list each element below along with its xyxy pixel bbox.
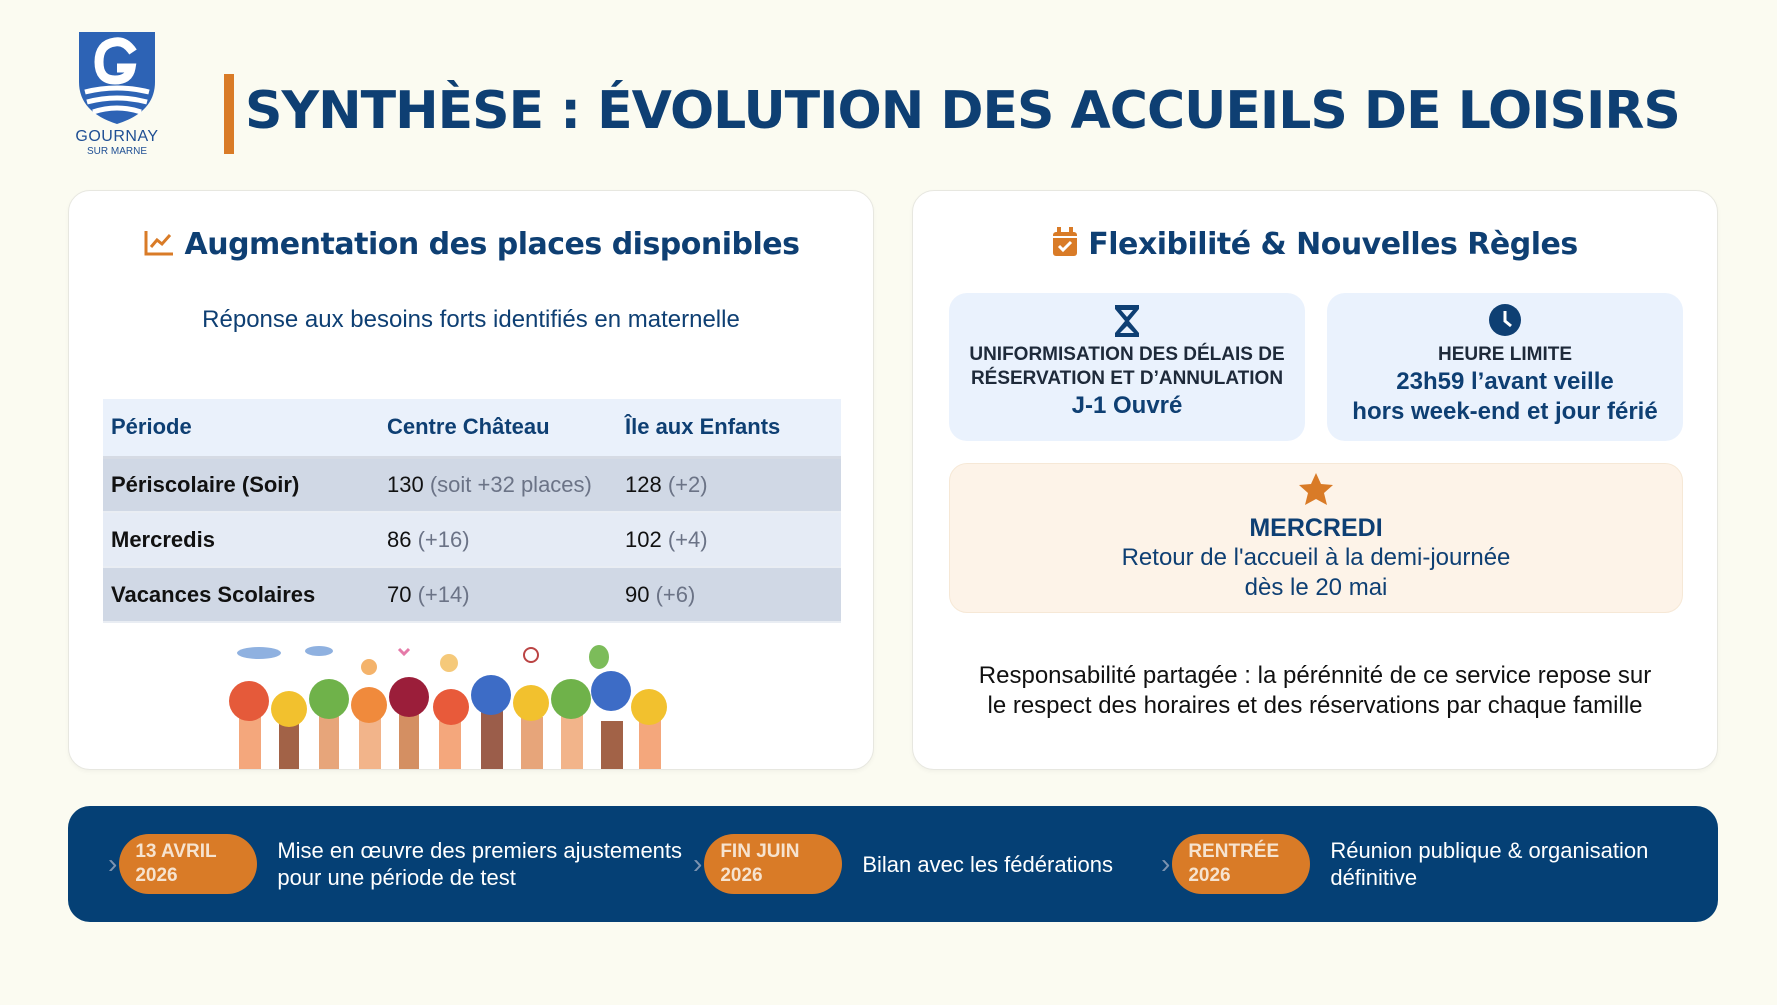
date-pill: RENTRÉE 2026 <box>1172 834 1311 894</box>
timeline-step-3: › RENTRÉE 2026 Réunion publique & organis… <box>1161 806 1648 922</box>
timeline-step-1: › 13 AVRIL 2026 Mise en œuvre des premier… <box>108 806 682 922</box>
date-pill: FIN JUIN 2026 <box>704 834 843 894</box>
chevron-right-icon: › <box>693 848 703 879</box>
date-pill: 13 AVRIL 2026 <box>119 834 258 894</box>
places-card-title: Augmentation des places disponibles <box>69 227 873 265</box>
children-hands-illustration <box>229 645 667 769</box>
city-crest-icon <box>79 32 155 124</box>
col-periode: Période <box>103 399 379 459</box>
mercredi-line1: Retour de l'accueil à la demi-journée <box>1121 544 1511 571</box>
delay-value: J-1 Ouvré <box>1071 392 1183 419</box>
clock-icon <box>1327 303 1683 343</box>
timeline-band: › 13 AVRIL 2026 Mise en œuvre des premier… <box>68 806 1718 922</box>
deadline-value-2: hors week-end et jour férié <box>1352 398 1658 425</box>
calendar-check-icon <box>1052 227 1078 265</box>
delay-box: UNIFORMISATION DES DÉLAIS DE RÉSERVATION… <box>949 293 1305 441</box>
mercredi-heading: MERCREDI <box>1249 514 1383 542</box>
star-icon <box>950 472 1682 511</box>
chart-line-icon <box>143 229 175 265</box>
col-centre-chateau: Centre Château <box>379 399 617 459</box>
places-card: Augmentation des places disponibles Répo… <box>68 190 874 770</box>
places-subtitle: Réponse aux besoins forts identifiés en … <box>202 306 740 333</box>
logo-line1: GOURNAY <box>75 128 159 145</box>
step-text: Mise en œuvre des premiers ajustements po… <box>277 838 683 890</box>
logo-line2: SUR MARNE <box>86 146 147 157</box>
mercredi-line2: dès le 20 mai <box>1244 574 1388 601</box>
table-header: Période Centre Château Île aux Enfants <box>103 399 841 459</box>
delay-caption: UNIFORMISATION DES DÉLAIS DE RÉSERVATION… <box>969 344 1285 389</box>
table-row: Vacances Scolaires 70 (+14) 90 (+6) <box>103 567 841 623</box>
table-row: Mercredis 86 (+16) 102 (+4) <box>103 512 841 568</box>
table-row: Périscolaire (Soir) 130 (soit +32 places… <box>103 457 841 513</box>
mercredi-box: MERCREDI Retour de l'accueil à la demi-j… <box>949 463 1683 613</box>
rules-card: Flexibilité & Nouvelles Règles UNIFORMIS… <box>912 190 1718 770</box>
step-text: Réunion publique & organisation définitiv… <box>1330 838 1649 890</box>
deadline-box: HEURE LIMITE 23h59 l’avant veille hors w… <box>1327 293 1683 441</box>
deadline-caption: HEURE LIMITE <box>1437 344 1573 365</box>
places-table: Période Centre Château Île aux Enfants P… <box>103 399 841 623</box>
step-text: Bilan avec les fédérations <box>862 851 1114 877</box>
rules-card-title: Flexibilité & Nouvelles Règles <box>913 227 1717 265</box>
col-ile-aux-enfants: Île aux Enfants <box>617 399 841 459</box>
chevron-right-icon: › <box>1161 848 1171 879</box>
responsibility-note: Responsabilité partagée : la pérénnité d… <box>978 662 1652 719</box>
deadline-value-1: 23h59 l’avant veille <box>1396 368 1614 395</box>
hourglass-icon <box>949 303 1305 343</box>
timeline-step-2: › FIN JUIN 2026 Bilan avec les fédération… <box>693 806 1113 922</box>
title-accent-bar <box>224 74 234 154</box>
chevron-right-icon: › <box>108 848 118 879</box>
page-title: SYNTHÈSE : ÉVOLUTION DES ACCUEILS DE LOI… <box>245 81 1681 141</box>
gournay-logo: GOURNAY SUR MARNE <box>72 30 162 157</box>
